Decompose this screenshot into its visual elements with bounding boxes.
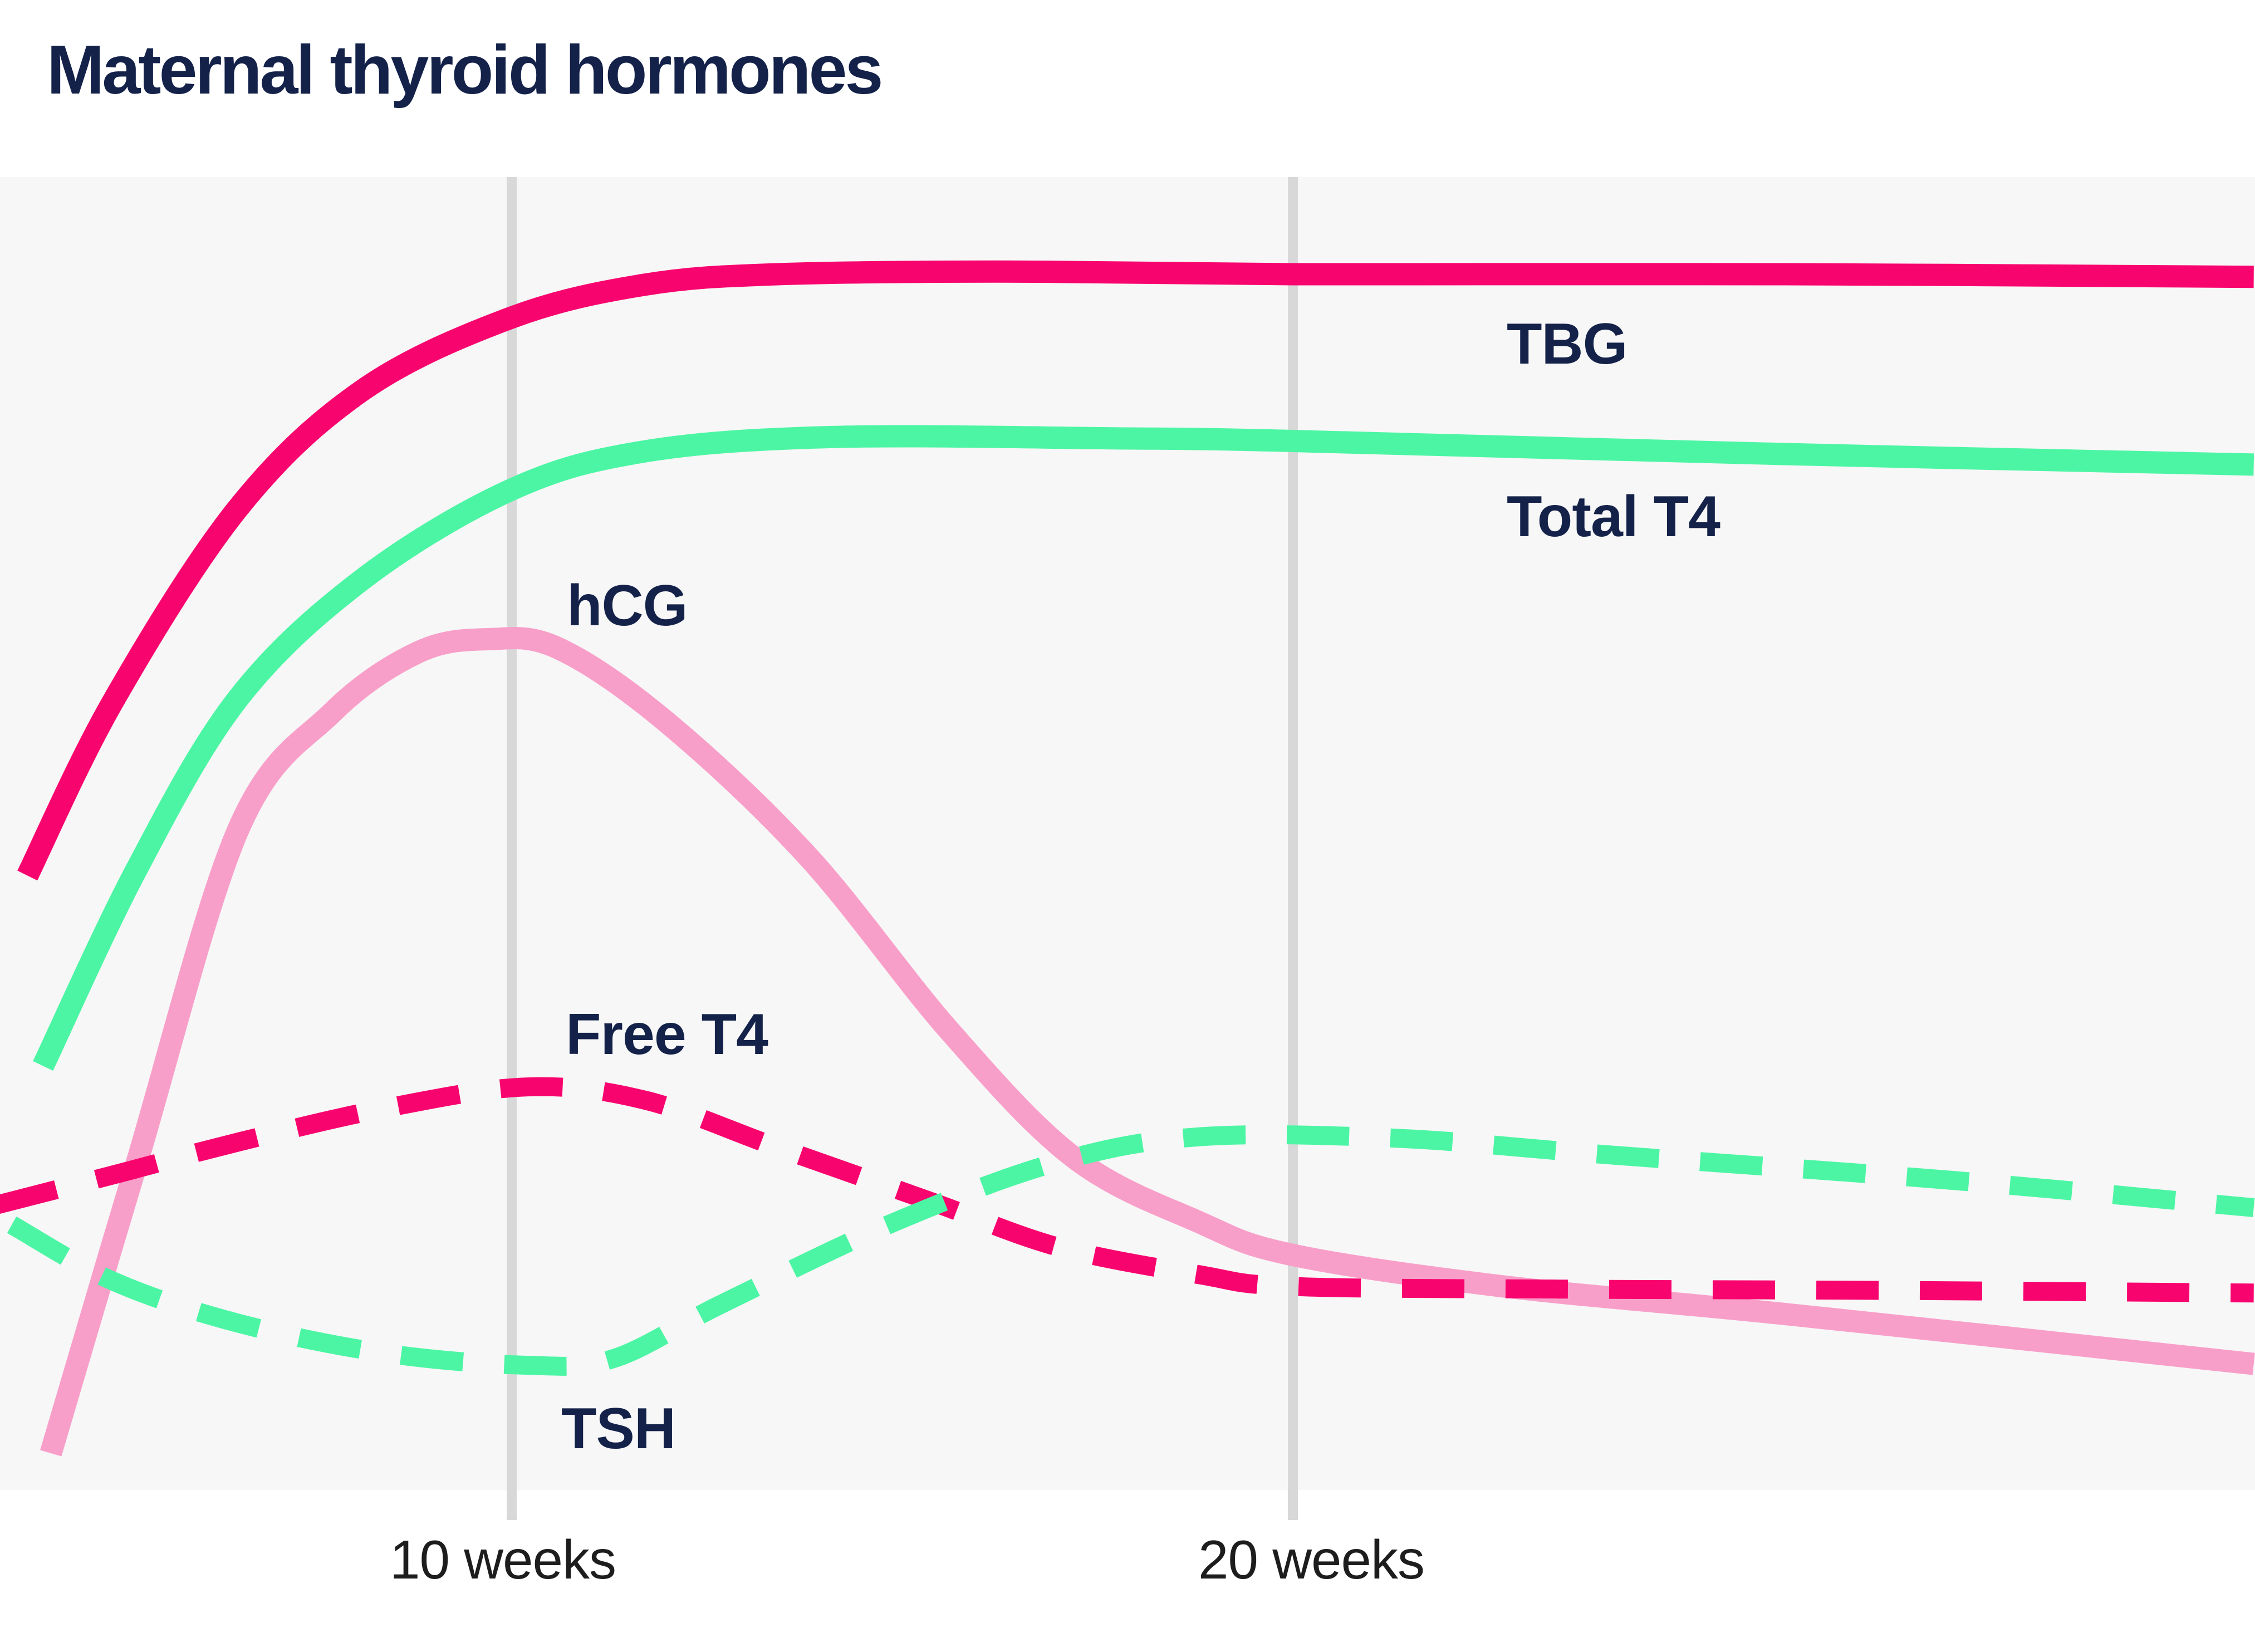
page-title: Maternal thyroid hormones <box>47 32 883 109</box>
series-line-tsh <box>7 1125 2255 1376</box>
series-label-tbg: TBG <box>1507 312 1628 376</box>
x-tick-label-10-weeks: 10 weeks <box>389 1529 616 1590</box>
series-line-total-t4 <box>33 425 2254 1071</box>
series-label-tsh: TSH <box>561 1396 676 1461</box>
gridline-layer <box>507 177 1298 1520</box>
x-tick-label-20-weeks: 20 weeks <box>1198 1529 1425 1590</box>
series-label-hcg: hCG <box>567 573 688 638</box>
plot-area <box>0 177 2255 1490</box>
series-layer <box>0 260 2255 1457</box>
series-label-free-t4: Free T4 <box>566 1002 768 1067</box>
series-label-total-t4: Total T4 <box>1507 484 1720 549</box>
series-line-tbg <box>17 260 2254 881</box>
